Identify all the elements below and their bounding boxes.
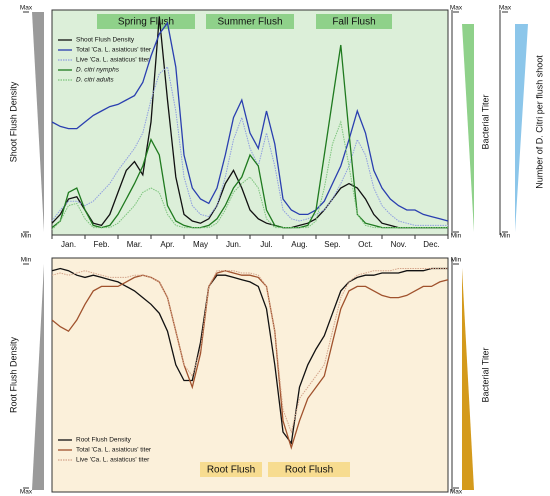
season-band: [316, 14, 392, 29]
legend-label: Total 'Ca. L. asiaticus' titer: [76, 447, 152, 454]
tick-label: Min: [21, 257, 32, 264]
x-tick-label: Dec.: [423, 240, 439, 249]
plot-background: [51, 257, 449, 493]
series-line: [51, 268, 448, 434]
y2-axis-label: Bacterial Titer: [480, 347, 490, 402]
legend-label: Live 'Ca. L. asiaticus' titer: [76, 457, 150, 464]
root-titer-wedge: [462, 268, 474, 490]
x-tick-label: Jan.: [61, 240, 76, 249]
x-tick-label: Apr.: [160, 240, 174, 249]
x-tick-label: Aug.: [291, 240, 307, 249]
x-tick-label: Feb.: [93, 240, 109, 249]
x-tick-label: Mar.: [127, 240, 143, 249]
season-label: Root Flush: [285, 465, 333, 476]
tick-label: Max: [20, 5, 33, 12]
y2-axis-label: Bacterial Titer: [480, 94, 490, 149]
root-wedge: [32, 264, 44, 490]
y-axis-label: Shoot Flush Density: [8, 81, 18, 162]
tick-label: Min: [500, 233, 511, 240]
series-line: [51, 21, 449, 222]
x-tick-label: Nov.: [391, 240, 407, 249]
tick-label: Min: [451, 233, 462, 240]
series-line: [51, 16, 448, 229]
citri-wedge: [515, 24, 528, 232]
tick-label: Min: [451, 257, 462, 264]
season-band: [206, 14, 294, 29]
series-line: [51, 66, 448, 226]
season-band: [200, 462, 262, 477]
tick-label: Max: [20, 489, 33, 496]
shoot-wedge: [32, 12, 44, 232]
legend-label: D. citri adults: [76, 77, 114, 84]
season-label: Spring Flush: [118, 17, 174, 28]
season-band: [268, 462, 350, 477]
legend-label: Live 'Ca. L. asiaticus' titer: [76, 57, 150, 64]
legend-label: D. citri nymphs: [76, 67, 120, 74]
y3-axis-label: Number of D. Citri per flush shoot: [534, 55, 544, 189]
plot-background: [51, 9, 449, 236]
x-tick-label: Oct.: [358, 240, 373, 249]
x-tick-label: May: [193, 240, 208, 249]
tick-label: Max: [450, 489, 463, 496]
tick-label: Min: [21, 233, 32, 240]
tick-label: Max: [450, 5, 463, 12]
series-line: [51, 44, 448, 229]
season-band: [97, 14, 195, 29]
series-line: [51, 270, 449, 450]
legend-label: Root Flush Density: [76, 437, 132, 444]
titer-wedge: [462, 24, 474, 232]
season-label: Root Flush: [207, 465, 255, 476]
tick-label: Max: [499, 5, 512, 12]
x-tick-label: Sep.: [324, 240, 340, 249]
season-label: Fall Flush: [332, 17, 375, 28]
legend-label: Shoot Flush Density: [76, 37, 135, 44]
y-axis-label: Root Flush Density: [8, 336, 18, 413]
x-tick-label: Jun.: [226, 240, 241, 249]
season-label: Summer Flush: [217, 17, 282, 28]
x-tick-label: Jul.: [260, 240, 272, 249]
legend-label: Total 'Ca. L. asiaticus' titer: [76, 47, 152, 54]
series-line: [51, 120, 448, 231]
series-line: [51, 267, 448, 445]
